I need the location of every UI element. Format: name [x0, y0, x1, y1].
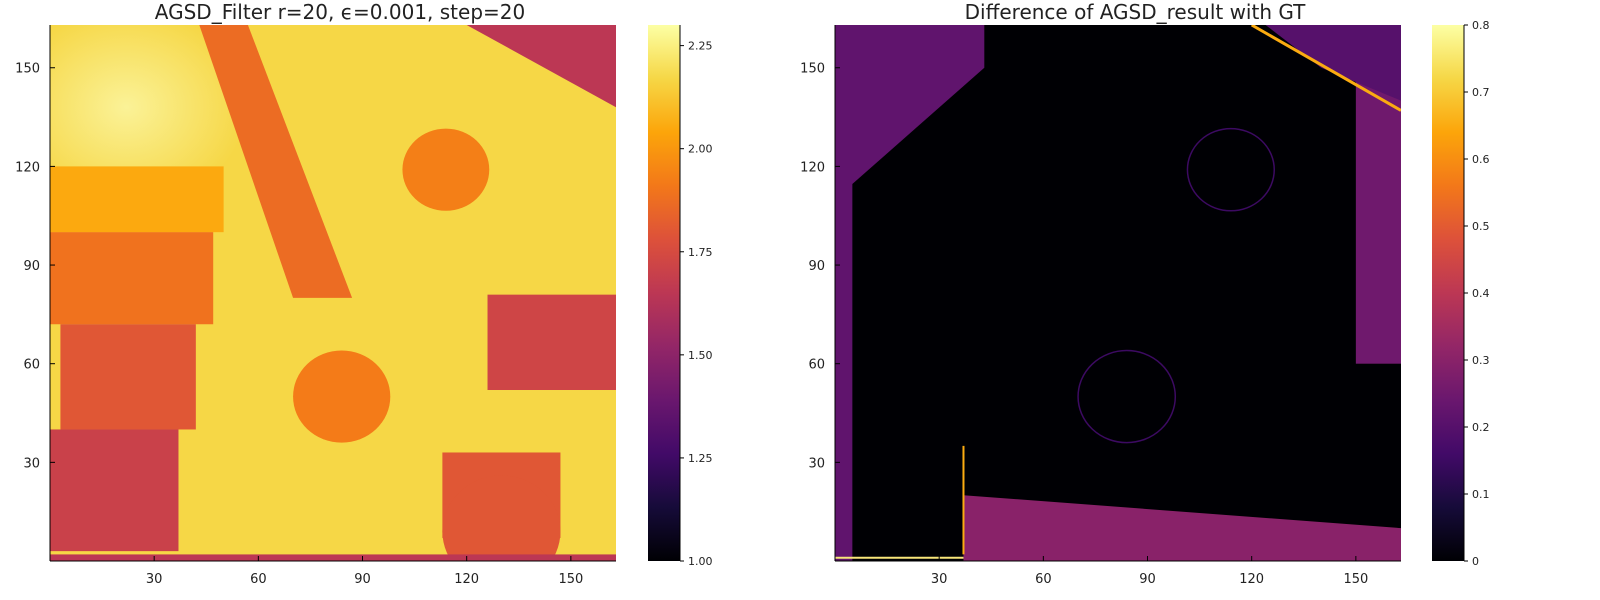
y-tick-label: 150 — [15, 62, 40, 77]
colorbar-tick-label: 1.75 — [688, 246, 713, 259]
x-tick-label: 150 — [558, 572, 583, 587]
heatmap-right — [835, 25, 1401, 561]
y-tick-label: 120 — [15, 160, 40, 175]
left-edge-band — [835, 25, 853, 561]
y-tick-label: 90 — [23, 259, 40, 274]
bottom-edge-band — [963, 495, 1401, 561]
colorbar-tick-label: 0.5 — [1472, 220, 1490, 233]
x-tick-label: 120 — [1239, 572, 1264, 587]
top-edge-band — [1265, 25, 1401, 101]
x-tick-label: 90 — [354, 572, 371, 587]
top-left-bright — [50, 25, 247, 208]
x-tick-label: 90 — [1139, 572, 1156, 587]
diagonal-edge-line — [1250, 25, 1401, 112]
x-tick-label: 30 — [146, 572, 163, 587]
left-edge-band — [835, 25, 985, 200]
colorbar-tick-label: 0.8 — [1472, 19, 1490, 32]
y-tick-label: 30 — [808, 456, 825, 471]
lower-circle — [293, 350, 391, 443]
x-tick-label: 60 — [1035, 572, 1052, 587]
bottom-strip — [50, 554, 616, 561]
colorbar-tick-label: 0.2 — [1472, 421, 1490, 434]
y-tick-label: 150 — [800, 62, 825, 77]
x-tick-label: 150 — [1343, 572, 1368, 587]
lower-left-box — [60, 324, 196, 430]
colorbar-tick-label: 0.7 — [1472, 86, 1490, 99]
chart-title-left: AGSD_Filter r=20, ϵ=0.001, step=20 — [154, 0, 526, 24]
y-tick-label: 60 — [808, 358, 825, 373]
colorbar — [1432, 25, 1464, 561]
y-tick-label: 30 — [23, 456, 40, 471]
colorbar-tick-label: 2.25 — [688, 40, 713, 53]
colorbar — [648, 25, 680, 561]
chart-title-right: Difference of AGSD_result with GT — [964, 0, 1306, 24]
right-box — [487, 294, 616, 391]
colorbar-tick-label: 0.3 — [1472, 354, 1490, 367]
colorbar-tick-label: 0.4 — [1472, 287, 1490, 300]
circle-outlines — [1077, 349, 1177, 444]
colorbar-tick-label: 0.1 — [1472, 488, 1490, 501]
upper-left-block — [50, 166, 224, 233]
diagonal-bar — [199, 25, 353, 298]
y-tick-label: 90 — [808, 259, 825, 274]
mid-left-box — [50, 232, 214, 325]
colorbar-tick-label: 2.00 — [688, 143, 713, 156]
top-right-wedge — [466, 25, 616, 108]
colorbar-tick-label: 0.6 — [1472, 153, 1490, 166]
upper-circle — [402, 128, 490, 211]
heatmap-left — [50, 25, 616, 561]
colorbar-tick-label: 1.00 — [688, 555, 713, 568]
circle-outlines — [1186, 127, 1276, 212]
x-tick-label: 30 — [931, 572, 948, 587]
x-tick-label: 120 — [454, 572, 479, 587]
colorbar-tick-label: 1.25 — [688, 452, 713, 465]
colorbar-tick-label: 0 — [1472, 555, 1479, 568]
colorbar-tick-label: 1.50 — [688, 349, 713, 362]
bottom-right-box — [442, 475, 561, 561]
y-tick-label: 60 — [23, 358, 40, 373]
bottom-left-box — [50, 429, 179, 552]
x-tick-label: 60 — [250, 572, 267, 587]
y-tick-label: 120 — [800, 160, 825, 175]
